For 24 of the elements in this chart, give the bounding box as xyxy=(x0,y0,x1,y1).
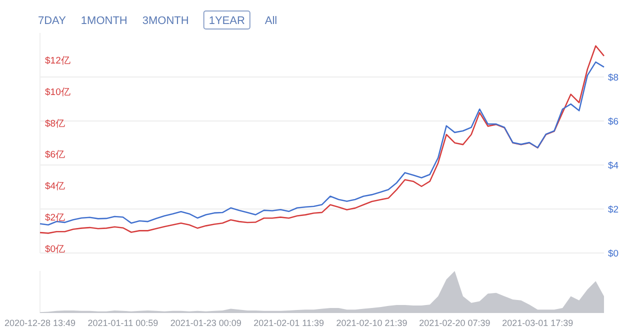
y-tick-label: $8亿 xyxy=(45,118,66,130)
y2-tick-label: $0 xyxy=(608,248,619,260)
y2-tick-label: $6 xyxy=(608,116,619,128)
y2-tick-label: $4 xyxy=(608,160,619,172)
y-tick-label: $4亿 xyxy=(45,181,66,192)
text: 1YEAR xyxy=(208,15,245,27)
y2-tick-label: $8 xyxy=(608,72,619,84)
text: 3MONTH xyxy=(142,15,189,27)
x-tick-label: 2021-01-11 00:59 xyxy=(88,318,158,328)
y-tick-label: $12亿 xyxy=(45,55,71,66)
y-tick-label: $10亿 xyxy=(45,86,71,98)
x-tick-label: 2021-02-01 11:39 xyxy=(254,318,324,328)
y-tick-label: $2亿 xyxy=(45,212,66,224)
text: 1MONTH xyxy=(80,15,128,27)
text: 7DAY xyxy=(38,15,67,27)
x-tick-label: 2021-03-01 17:39 xyxy=(502,318,574,328)
x-tick-label: 2020-12-28 13:49 xyxy=(4,318,76,328)
x-tick-label: 2021-02-10 21:39 xyxy=(336,318,408,328)
y-tick-label: $6亿 xyxy=(45,150,66,161)
y-tick-label: $0亿 xyxy=(45,244,66,255)
x-tick-label: 2021-01-23 00:09 xyxy=(170,318,242,328)
text: All xyxy=(264,15,278,27)
y2-tick-label: $2 xyxy=(608,204,619,216)
x-tick-label: 2021-02-20 07:39 xyxy=(419,318,490,328)
